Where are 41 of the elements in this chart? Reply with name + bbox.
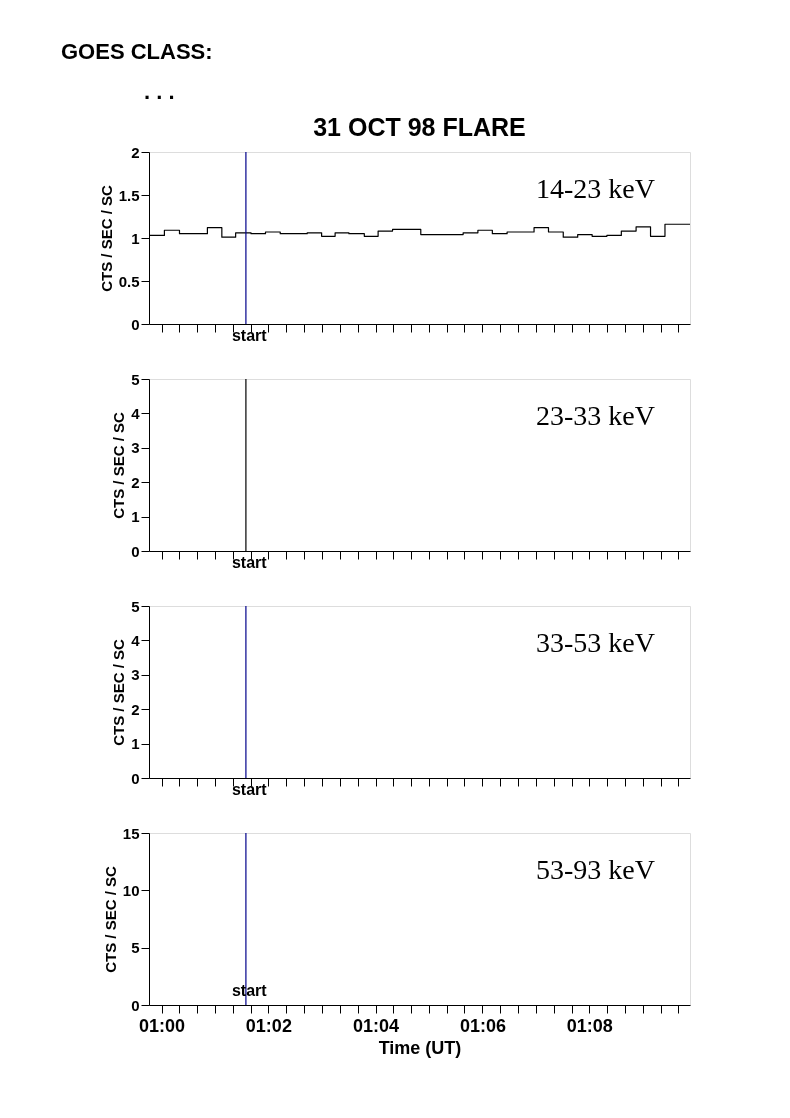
y-axis-title: CTS / SEC / SC [110, 411, 128, 519]
y-tick-label: 1.5 [118, 186, 140, 204]
ref-line-label: start [231, 554, 268, 571]
y-tick-label: 0 [131, 542, 140, 560]
y-tick-label: 1 [131, 229, 140, 247]
y-tick-label: 2 [131, 700, 140, 718]
chart-title: 31 OCT 98 FLARE [313, 113, 526, 141]
y-tick-label: 5 [131, 597, 140, 615]
x-tick-label: 01:08 [566, 1015, 613, 1036]
y-tick-label: 1 [131, 735, 140, 753]
y-axis-title: CTS / SEC / SC [101, 865, 119, 973]
y-tick-label: 3 [131, 439, 140, 457]
x-axis-title: Time (UT) [378, 1037, 462, 1058]
y-axis-title: CTS / SEC / SC [110, 638, 128, 746]
y-tick-label: 4 [131, 631, 141, 649]
y-tick-label: 15 [122, 824, 140, 842]
annotation: 53-93 keV [536, 854, 655, 885]
y-tick-label: 0 [131, 315, 140, 333]
y-axis-title: CTS / SEC / SC [97, 184, 115, 292]
text: . . . [144, 79, 175, 104]
y-tick-label: 2 [131, 143, 140, 161]
y-tick-label: 2 [131, 473, 140, 491]
x-tick-label: 01:00 [138, 1015, 186, 1036]
x-tick-label: 01:06 [459, 1015, 506, 1036]
annotation: 23-33 keV [536, 400, 655, 431]
y-tick-label: 10 [122, 881, 140, 899]
y-tick-label: 1 [131, 508, 140, 526]
x-tick-label: 01:02 [245, 1015, 292, 1036]
text: GOES CLASS: [61, 39, 213, 64]
x-tick-label: 01:04 [353, 1015, 400, 1036]
y-tick-label: 5 [131, 370, 140, 388]
ref-line-label: start [231, 327, 268, 344]
y-tick-label: 0 [131, 769, 140, 787]
y-tick-label: 4 [131, 404, 141, 422]
y-tick-label: 0.5 [118, 272, 140, 290]
ref-line-label: start [231, 781, 268, 798]
annotation: 14-23 keV [536, 173, 655, 204]
y-tick-label: 3 [131, 666, 140, 684]
y-tick-label: 0 [131, 996, 140, 1014]
y-tick-label: 5 [131, 939, 140, 957]
annotation: 33-53 keV [536, 627, 655, 658]
